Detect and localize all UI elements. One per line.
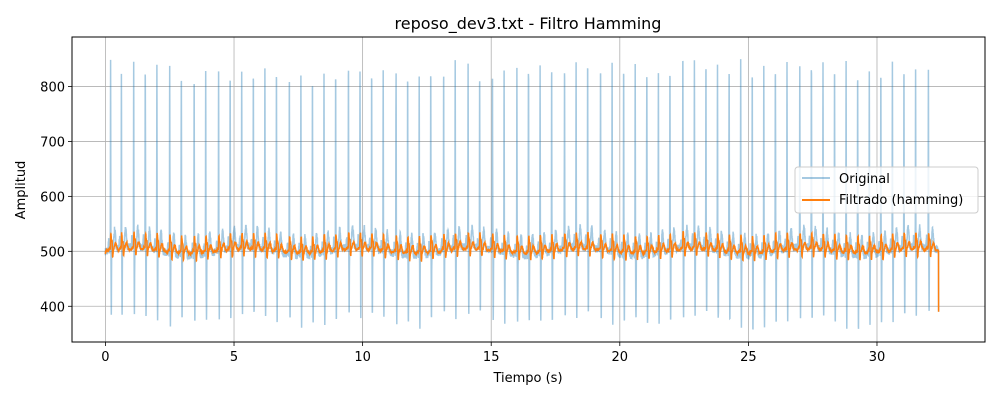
y-tick-label: 600 [40, 190, 65, 205]
x-tick-label: 15 [483, 350, 500, 365]
x-tick-label: 30 [869, 350, 886, 365]
x-tick-label: 5 [230, 350, 238, 365]
legend-label-filtered: Filtrado (hamming) [839, 193, 963, 208]
y-tick-label: 800 [40, 80, 65, 95]
x-tick-label: 10 [354, 350, 371, 365]
series-layer [104, 59, 940, 330]
y-tick-label: 400 [40, 300, 65, 315]
x-axis-label: Tiempo (s) [492, 371, 562, 386]
axis-ticks: 0 5 10 15 20 25 30 400 500 600 700 800 [40, 80, 885, 365]
y-tick-label: 700 [40, 135, 65, 150]
legend: Original Filtrado (hamming) [794, 166, 979, 214]
y-axis-label: Amplitud [14, 161, 29, 220]
x-tick-label: 25 [740, 350, 757, 365]
x-tick-label: 0 [101, 350, 109, 365]
x-tick-label: 20 [612, 350, 629, 365]
series-filtered-line [104, 230, 940, 312]
plot-frame [71, 36, 986, 343]
y-tick-label: 500 [40, 245, 65, 260]
legend-box [794, 166, 979, 214]
chart-title: reposo_dev3.txt - Filtro Hamming [395, 14, 662, 34]
legend-label-original: Original [839, 172, 890, 187]
